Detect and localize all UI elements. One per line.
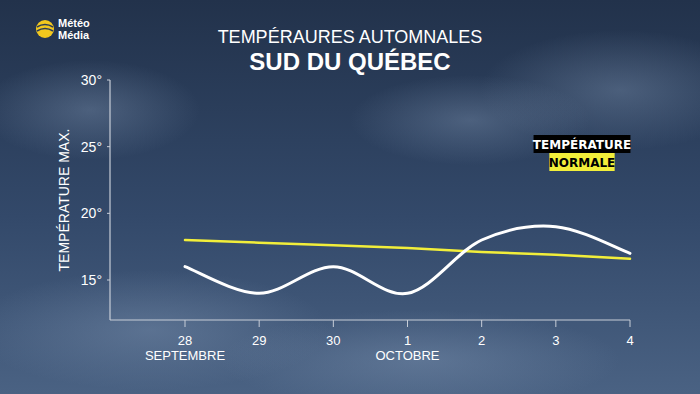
- x-tick: [185, 320, 186, 327]
- y-tick: [107, 146, 110, 147]
- y-axis: [109, 80, 110, 320]
- y-tick-label: 20°: [81, 205, 102, 221]
- legend-swatch: [534, 135, 631, 153]
- x-group-label: OCTOBRE: [375, 348, 439, 363]
- y-tick: [107, 213, 110, 214]
- logo-text: Média: [58, 29, 90, 41]
- y-axis-label: TEMPÉRATURE MAX.: [56, 129, 72, 272]
- y-tick-label: 15°: [81, 272, 102, 288]
- x-tick-label: 2: [478, 333, 485, 348]
- series-line: [185, 226, 630, 294]
- logo-text: Météo: [58, 17, 90, 29]
- y-tick: [107, 280, 110, 281]
- x-tick: [555, 320, 556, 327]
- y-tick-label: 25°: [81, 139, 102, 155]
- y-tick: [107, 80, 110, 81]
- plot-area: [185, 226, 630, 294]
- x-tick: [333, 320, 334, 327]
- x-tick-label: 28: [178, 333, 192, 348]
- chart: MétéoMédia TEMPÉRAURES AUTOMNALESSUD DU Q…: [0, 0, 700, 394]
- cloud: [220, 310, 620, 394]
- series-line: [185, 240, 630, 259]
- legend-swatch: [549, 153, 614, 171]
- subtitle: SUD DU QUÉBEC: [249, 48, 450, 75]
- y-tick-label: 30°: [81, 72, 102, 88]
- logo-icon: [36, 20, 54, 38]
- x-tick: [407, 320, 408, 327]
- x-tick: [481, 320, 482, 327]
- x-tick: [259, 320, 260, 327]
- x-tick-label: 30: [326, 333, 340, 348]
- x-axis: [110, 319, 630, 320]
- x-tick-label: 29: [252, 333, 266, 348]
- x-tick-label: 4: [626, 333, 633, 348]
- cloud: [0, 60, 200, 160]
- legend-label: TEMPÉRATURE: [533, 137, 631, 152]
- title: TEMPÉRAURES AUTOMNALES: [218, 27, 483, 47]
- x-group-label: SEPTEMBRE: [145, 348, 226, 363]
- x-tick-label: 1: [404, 333, 411, 348]
- legend-label: NORMALE: [549, 156, 616, 170]
- x-tick: [630, 320, 631, 327]
- x-tick-label: 3: [552, 333, 559, 348]
- logo-icon-lines: [37, 25, 53, 32]
